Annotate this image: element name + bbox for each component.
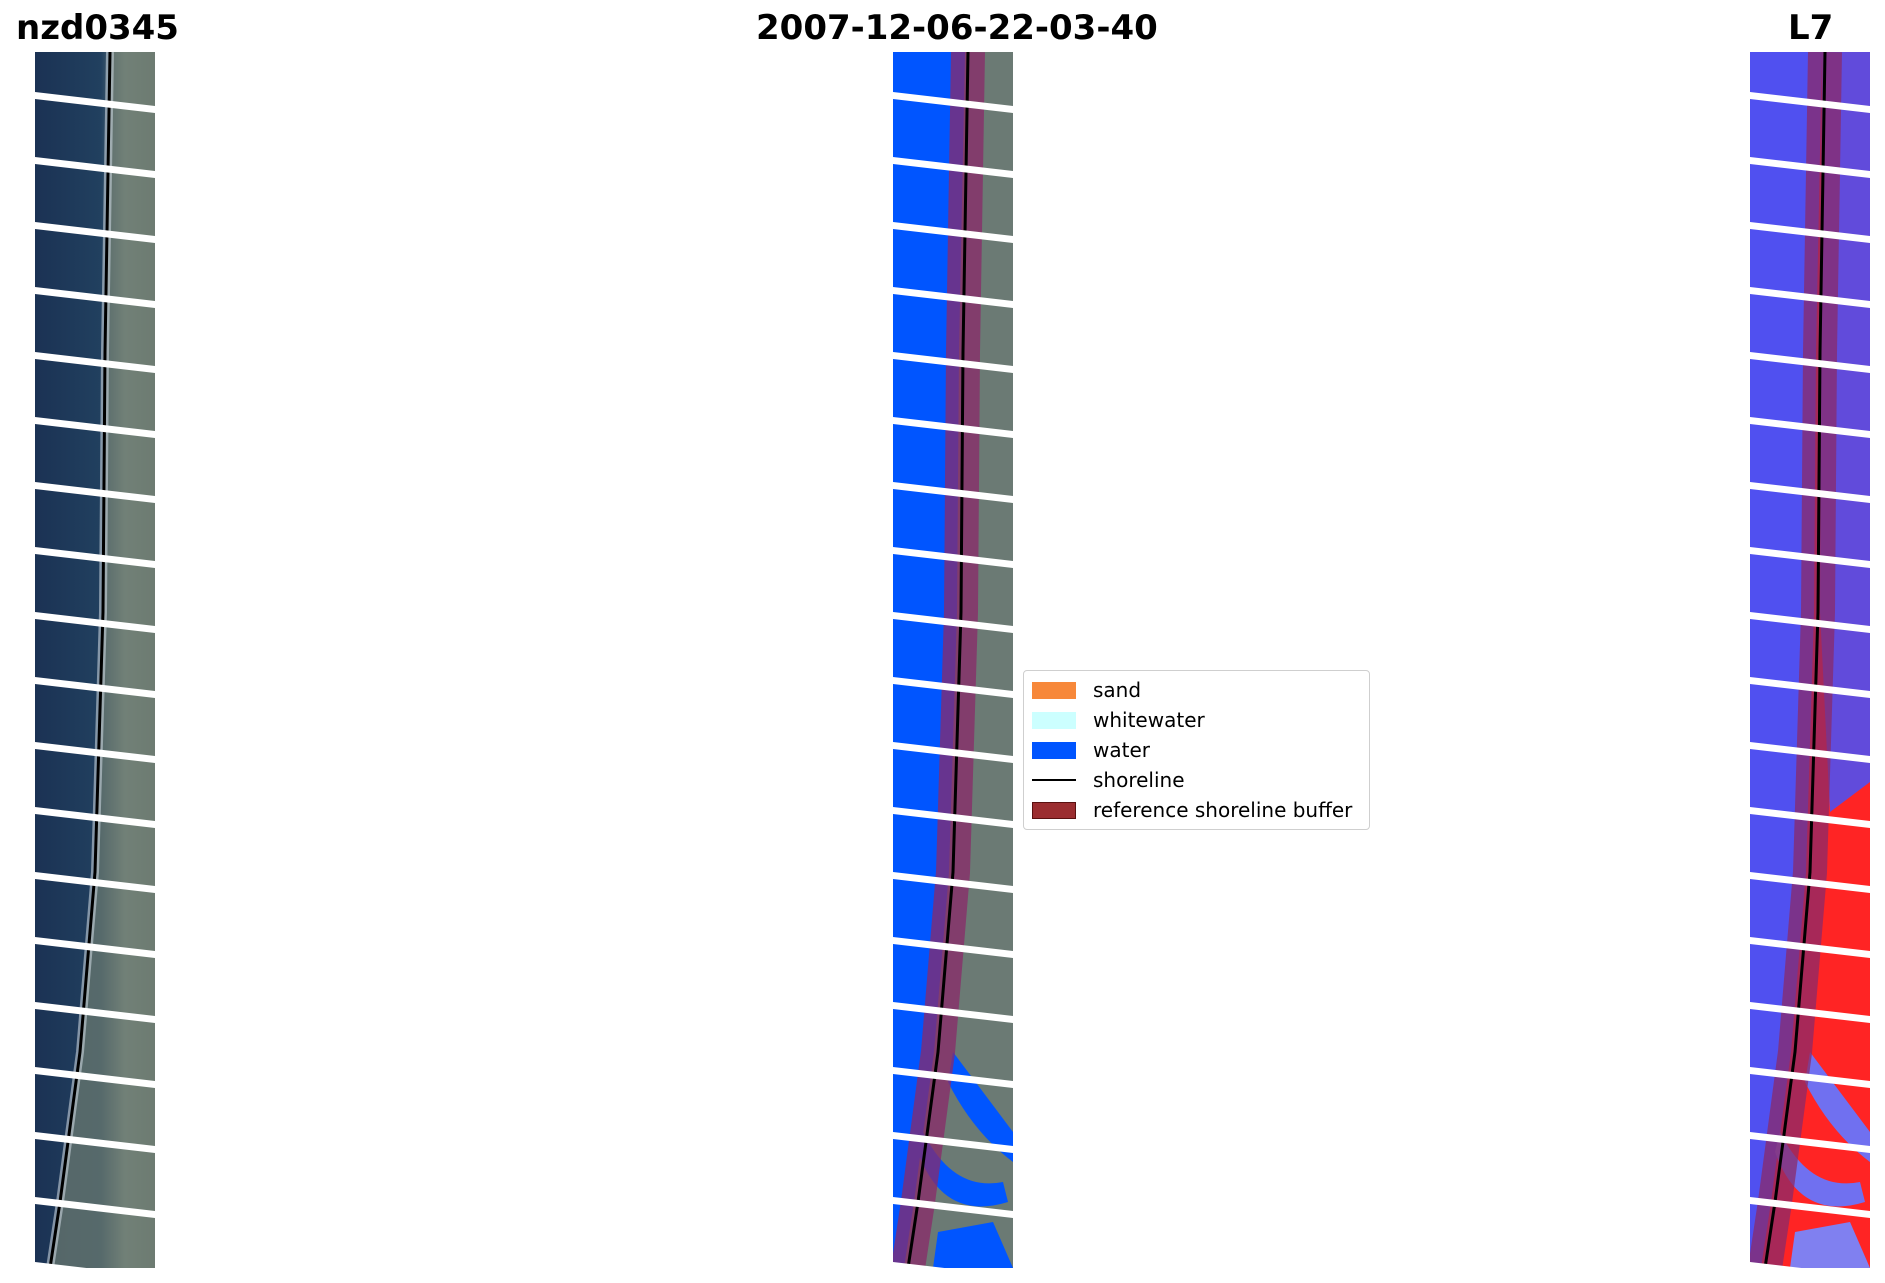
shoreline-swatch bbox=[1032, 779, 1076, 781]
site-title: nzd0345 bbox=[16, 8, 179, 48]
water-swatch bbox=[1032, 741, 1076, 759]
gap-stripe bbox=[1750, 417, 1870, 438]
gap-stripe bbox=[1750, 742, 1870, 763]
gap-stripe bbox=[35, 157, 155, 178]
gap-stripe bbox=[893, 1197, 1013, 1218]
gap-stripe bbox=[1750, 92, 1870, 113]
legend-label: sand bbox=[1093, 678, 1142, 702]
legend-label: reference shoreline buffer bbox=[1093, 798, 1353, 822]
gap-stripe bbox=[1750, 1197, 1870, 1218]
legend-item-sand: sand bbox=[1032, 677, 1141, 703]
gap-stripe bbox=[893, 287, 1013, 308]
gap-stripe bbox=[893, 1132, 1013, 1153]
gap-stripe bbox=[1750, 807, 1870, 828]
gap-stripe bbox=[1750, 157, 1870, 178]
gap-stripe bbox=[1750, 287, 1870, 308]
legend-item-buffer: reference shoreline buffer bbox=[1032, 797, 1352, 823]
legend-item-water: water bbox=[1032, 737, 1150, 763]
gap-stripe bbox=[35, 872, 155, 893]
gap-stripe bbox=[893, 417, 1013, 438]
gap-stripe bbox=[893, 92, 1013, 113]
legend-label: whitewater bbox=[1093, 708, 1205, 732]
legend-label: water bbox=[1093, 738, 1150, 762]
gap-stripe bbox=[1750, 1067, 1870, 1088]
gap-stripe bbox=[35, 937, 155, 958]
gap-stripes bbox=[893, 92, 1013, 1268]
gap-stripe bbox=[35, 677, 155, 698]
legend-item-shoreline: shoreline bbox=[1032, 767, 1185, 793]
gap-stripe bbox=[35, 1262, 87, 1268]
buffer-swatch bbox=[1032, 801, 1076, 819]
gap-stripe bbox=[893, 1002, 1013, 1023]
gap-stripe bbox=[35, 352, 155, 373]
classified-image-panel bbox=[893, 52, 1013, 1268]
gap-stripe bbox=[893, 157, 1013, 178]
gap-stripe bbox=[893, 612, 1013, 633]
gap-stripe bbox=[35, 612, 155, 633]
gap-stripe bbox=[35, 742, 155, 763]
gap-stripe bbox=[1750, 482, 1870, 503]
gap-stripe bbox=[1750, 612, 1870, 633]
gap-stripe bbox=[893, 872, 1013, 893]
gap-stripe bbox=[893, 937, 1013, 958]
gap-stripe bbox=[1750, 937, 1870, 958]
gap-stripe bbox=[893, 482, 1013, 503]
gap-stripes bbox=[35, 92, 155, 1268]
date-title: 2007-12-06-22-03-40 bbox=[756, 8, 1158, 48]
gap-stripe bbox=[893, 222, 1013, 243]
gap-stripe bbox=[893, 807, 1013, 828]
gap-stripe bbox=[35, 1002, 155, 1023]
sand-swatch bbox=[1032, 681, 1076, 699]
gap-stripes bbox=[1750, 92, 1870, 1268]
rgb-image-panel bbox=[35, 52, 155, 1268]
whitewater-swatch bbox=[1032, 711, 1076, 729]
gap-stripe bbox=[1750, 222, 1870, 243]
gap-stripe bbox=[893, 742, 1013, 763]
satellite-title: L7 bbox=[1788, 8, 1834, 48]
index-image-panel bbox=[1750, 52, 1870, 1268]
gap-stripe bbox=[1750, 352, 1870, 373]
gap-stripe bbox=[1750, 872, 1870, 893]
legend-item-whitewater: whitewater bbox=[1032, 707, 1205, 733]
gap-stripe bbox=[35, 482, 155, 503]
gap-stripe bbox=[1750, 677, 1870, 698]
gap-stripe bbox=[35, 547, 155, 568]
gap-stripe bbox=[35, 287, 155, 308]
gap-stripe bbox=[35, 1067, 155, 1088]
legend: sand whitewater water shoreline referenc… bbox=[1023, 670, 1370, 830]
gap-stripe bbox=[1750, 1002, 1870, 1023]
gap-stripe bbox=[35, 92, 155, 113]
gap-stripe bbox=[35, 417, 155, 438]
gap-stripe bbox=[1750, 547, 1870, 568]
gap-stripe bbox=[35, 222, 155, 243]
gap-stripe bbox=[35, 1132, 155, 1153]
legend-label: shoreline bbox=[1093, 768, 1185, 792]
gap-stripe bbox=[1750, 1132, 1870, 1153]
gap-stripe bbox=[35, 1197, 155, 1218]
gap-stripe bbox=[893, 352, 1013, 373]
gap-stripe bbox=[35, 807, 155, 828]
gap-stripe bbox=[893, 1067, 1013, 1088]
gap-stripe bbox=[893, 677, 1013, 698]
gap-stripe bbox=[893, 547, 1013, 568]
